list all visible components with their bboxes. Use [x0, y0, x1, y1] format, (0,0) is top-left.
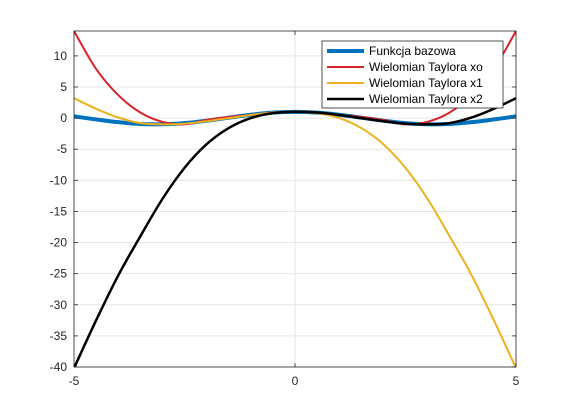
- x-tick-label: -5: [69, 374, 80, 388]
- legend-item[interactable]: Wielomian Taylora x1: [327, 76, 483, 90]
- y-tick-label: -10: [50, 173, 68, 187]
- y-tick-label: -20: [50, 236, 68, 250]
- x-tick-labels: -5 0 5: [69, 374, 520, 388]
- y-tick-label: 10: [54, 49, 68, 63]
- legend-item[interactable]: Wielomian Taylora x2: [327, 92, 483, 106]
- y-tick-label: -5: [56, 142, 67, 156]
- legend[interactable]: Funkcja bazowa Wielomian Taylora xo Wielom…: [321, 40, 504, 109]
- legend-label: Funkcja bazowa: [369, 44, 456, 58]
- grid-lines: [73, 31, 517, 368]
- y-tick-label: -25: [50, 267, 68, 281]
- y-tick-label: -15: [50, 204, 68, 218]
- y-tick-label: -30: [50, 298, 68, 312]
- legend-item[interactable]: Wielomian Taylora xo: [327, 60, 483, 74]
- y-tick-label: 0: [60, 111, 67, 125]
- legend-item[interactable]: Funkcja bazowa: [327, 44, 456, 58]
- legend-label: Wielomian Taylora x2: [369, 92, 483, 106]
- axis-ticks: [73, 31, 517, 368]
- y-tick-label: 5: [60, 80, 67, 94]
- x-tick-label: 5: [513, 374, 520, 388]
- series-layer: [74, 31, 516, 367]
- series-line-4: [74, 96, 516, 367]
- y-tick-label: -40: [50, 360, 68, 374]
- legend-label: Wielomian Taylora xo: [369, 60, 483, 74]
- y-tick-label: -35: [50, 329, 68, 343]
- legend-label: Wielomian Taylora x1: [369, 76, 483, 90]
- x-tick-label: 0: [292, 374, 299, 388]
- y-tick-labels: 10 5 0 -5 -10 -15 -20 -25 -30 -35 -40: [50, 49, 68, 374]
